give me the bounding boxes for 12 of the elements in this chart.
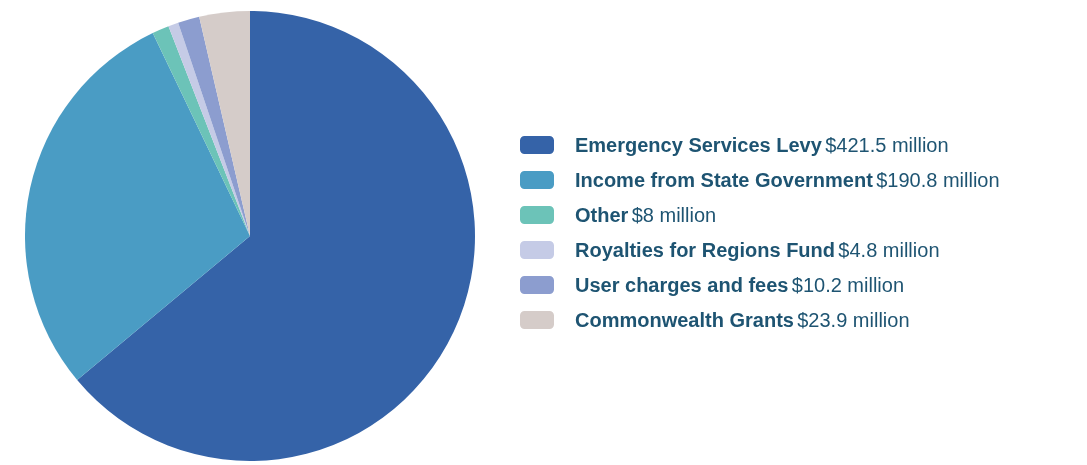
data-label: $10.2 million <box>791 274 905 296</box>
legend-label: User charges and fees <box>575 274 789 296</box>
data-label: $190.8 million <box>876 169 1000 191</box>
legend-label: Royalties for Regions Fund <box>575 239 836 261</box>
data-label: $23.9 million <box>797 309 910 331</box>
legend-label: Income from State Government <box>575 169 874 191</box>
data-label: $4.8 million <box>838 239 940 261</box>
legend-label: Emergency Services Levy <box>575 134 823 156</box>
data-label: $8 million <box>631 204 717 226</box>
data-label: $421.5 million <box>825 134 949 156</box>
legend-label: Other <box>575 204 629 226</box>
legend-label: Commonwealth Grants <box>575 309 794 331</box>
